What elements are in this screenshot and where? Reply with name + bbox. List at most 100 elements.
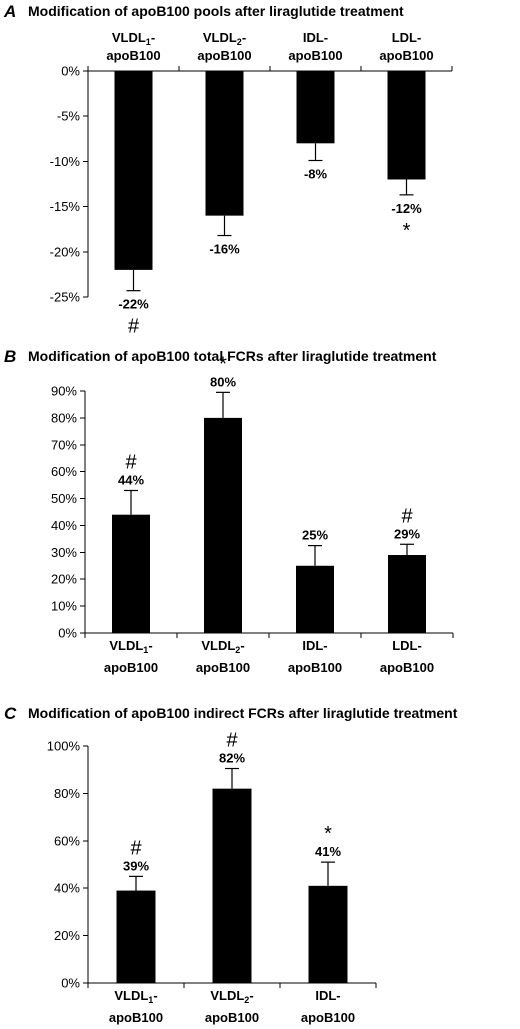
panel-title: Modification of apoB100 total FCRs after… bbox=[28, 348, 437, 364]
category-label-line2: apoB100 bbox=[104, 660, 158, 675]
category-label-dash: - bbox=[336, 988, 340, 1003]
panel-letter: A bbox=[3, 2, 16, 21]
y-tick-label: 0% bbox=[58, 626, 77, 641]
category-label: IDL- bbox=[303, 30, 328, 45]
category-label-main: VLDL bbox=[201, 638, 235, 653]
y-tick-label: 20% bbox=[51, 572, 77, 587]
data-label: 82% bbox=[219, 751, 245, 766]
category-label-line2: apoB100 bbox=[288, 660, 342, 675]
bar bbox=[388, 555, 426, 633]
y-tick-label: 90% bbox=[51, 384, 77, 399]
category-label-line2: apoB100 bbox=[205, 1010, 259, 1025]
y-tick-label: 0% bbox=[61, 976, 80, 991]
data-label: -8% bbox=[304, 166, 328, 181]
y-tick-label: 10% bbox=[51, 599, 77, 614]
bar bbox=[308, 885, 348, 983]
bar bbox=[296, 71, 335, 144]
category-label-subscript: 2 bbox=[237, 37, 242, 47]
category-label-line2: apoB100 bbox=[380, 660, 434, 675]
category-label: VLDL1- bbox=[114, 988, 157, 1005]
category-label-dash: - bbox=[240, 638, 244, 653]
y-tick-label: 60% bbox=[51, 464, 77, 479]
data-label: -12% bbox=[391, 201, 422, 216]
category-label: IDL- bbox=[302, 638, 327, 653]
category-label-line2: apoB100 bbox=[288, 48, 342, 63]
category-label: LDL- bbox=[392, 30, 422, 45]
category-label-main: VLDL bbox=[114, 988, 148, 1003]
data-label: 44% bbox=[118, 472, 144, 487]
category-label: VLDL2- bbox=[201, 638, 244, 655]
significance-marker: # bbox=[401, 505, 413, 527]
bar bbox=[296, 565, 334, 633]
bar bbox=[116, 890, 156, 983]
category-label-dash: - bbox=[249, 988, 253, 1003]
category-label-subscript: 2 bbox=[235, 645, 240, 655]
category-label-dash: - bbox=[324, 30, 328, 45]
y-tick-label: -5% bbox=[57, 109, 81, 124]
panel-letter: C bbox=[4, 704, 17, 723]
bar bbox=[212, 788, 252, 983]
data-label: -22% bbox=[118, 297, 149, 312]
bar bbox=[205, 71, 244, 216]
bar bbox=[204, 417, 242, 633]
category-label-line2: apoB100 bbox=[106, 48, 160, 63]
data-label: 39% bbox=[123, 858, 149, 873]
panel-title: Modification of apoB100 indirect FCRs af… bbox=[28, 705, 458, 721]
category-label: VLDL1- bbox=[109, 638, 152, 655]
data-label: 25% bbox=[302, 528, 328, 543]
category-label: IDL- bbox=[315, 988, 340, 1003]
significance-marker: * bbox=[403, 220, 411, 242]
category-label-subscript: 2 bbox=[244, 995, 249, 1005]
category-label-line2: apoB100 bbox=[196, 660, 250, 675]
category-label-main: LDL bbox=[392, 30, 417, 45]
y-tick-label: 50% bbox=[51, 491, 77, 506]
category-label-line2: apoB100 bbox=[301, 1010, 355, 1025]
category-label: LDL- bbox=[392, 638, 422, 653]
category-label-main: IDL bbox=[315, 988, 336, 1003]
bar bbox=[387, 71, 426, 180]
significance-marker: # bbox=[125, 451, 137, 473]
category-label-main: LDL bbox=[392, 638, 417, 653]
data-label: 41% bbox=[315, 844, 341, 859]
y-tick-label: -25% bbox=[50, 290, 81, 305]
category-label-main: VLDL bbox=[109, 638, 143, 653]
y-tick-label: 70% bbox=[51, 437, 77, 452]
category-label-subscript: 1 bbox=[146, 37, 151, 47]
significance-marker: * bbox=[324, 823, 332, 845]
category-label-dash: - bbox=[242, 30, 246, 45]
category-label-dash: - bbox=[153, 988, 157, 1003]
y-tick-label: 40% bbox=[51, 518, 77, 533]
significance-marker: * bbox=[219, 353, 227, 375]
category-label-dash: - bbox=[323, 638, 327, 653]
y-tick-label: -10% bbox=[50, 154, 81, 169]
category-label: VLDL2- bbox=[203, 30, 246, 47]
data-label: -16% bbox=[209, 242, 240, 257]
significance-marker: # bbox=[130, 837, 142, 859]
category-label-line2: apoB100 bbox=[379, 48, 433, 63]
y-tick-label: 80% bbox=[51, 410, 77, 425]
category-label-dash: - bbox=[417, 30, 421, 45]
category-label-dash: - bbox=[151, 30, 155, 45]
significance-marker: # bbox=[128, 316, 140, 338]
data-label: 29% bbox=[394, 526, 420, 541]
y-tick-label: -15% bbox=[50, 199, 81, 214]
category-label-line2: apoB100 bbox=[197, 48, 251, 63]
category-label-main: VLDL bbox=[210, 988, 244, 1003]
category-label-main: IDL bbox=[302, 638, 323, 653]
category-label: VLDL1- bbox=[112, 30, 155, 47]
category-label-subscript: 1 bbox=[143, 645, 148, 655]
data-label: 80% bbox=[210, 374, 236, 389]
y-tick-label: 30% bbox=[51, 545, 77, 560]
category-label-main: VLDL bbox=[112, 30, 146, 45]
bar bbox=[112, 514, 150, 633]
y-tick-label: 20% bbox=[54, 928, 80, 943]
category-label: VLDL2- bbox=[210, 988, 253, 1005]
y-tick-label: -20% bbox=[50, 244, 81, 259]
category-label-dash: - bbox=[148, 638, 152, 653]
y-tick-label: 40% bbox=[54, 881, 80, 896]
category-label-main: VLDL bbox=[203, 30, 237, 45]
panel-letter: B bbox=[4, 347, 16, 366]
bar bbox=[114, 71, 153, 270]
significance-marker: # bbox=[226, 730, 238, 752]
